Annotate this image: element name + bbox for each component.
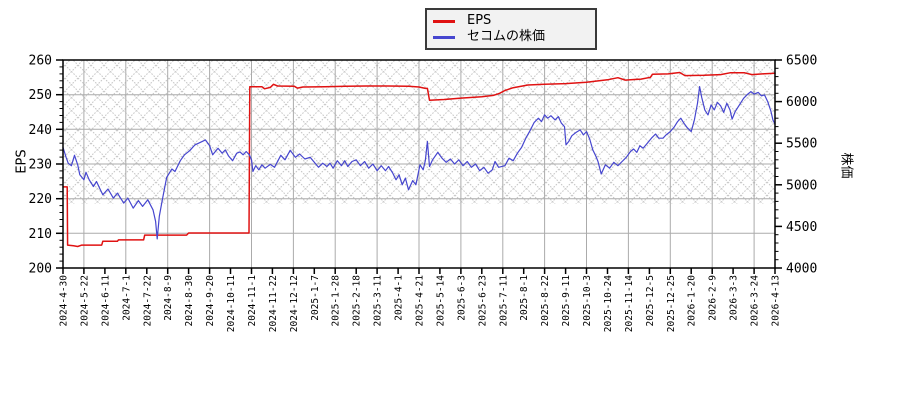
- x-tick-label: 2025-6-3: [456, 275, 467, 321]
- x-tick-label: 2024-7-22: [142, 275, 153, 326]
- left-tick-label: 240: [29, 123, 52, 138]
- left-tick-label: 230: [29, 158, 52, 173]
- x-tick-label: 2025-5-14: [435, 275, 446, 327]
- x-tick-label: 2025-11-14: [624, 275, 635, 332]
- left-tick-label: 210: [29, 227, 52, 242]
- left-tick-label: 250: [29, 88, 52, 103]
- x-tick-label: 2026-1-20: [687, 275, 698, 327]
- legend: EPS セコムの株価: [425, 8, 597, 50]
- x-tick-label: 2026-4-13: [771, 275, 782, 326]
- legend-label-stock: セコムの株価: [467, 29, 546, 44]
- left-tick-label: 220: [29, 192, 52, 207]
- left-tick-label: 260: [29, 54, 52, 69]
- x-tick-label: 2024-6-11: [100, 275, 111, 327]
- x-tick-label: 2026-3-3: [729, 275, 740, 321]
- right-tick-label: 5000: [786, 178, 817, 193]
- x-tick-label: 2025-7-11: [498, 275, 509, 327]
- x-tick-label: 2025-8-22: [540, 275, 551, 326]
- left-axis-title: EPS: [14, 149, 30, 174]
- x-tick-label: 2024-4-30: [59, 275, 70, 327]
- x-tick-label: 2024-12-12: [289, 275, 300, 332]
- x-tick-label: 2024-11-1: [247, 275, 258, 327]
- right-axis-title: 株価: [838, 152, 854, 179]
- x-tick-label: 2025-1-28: [331, 275, 342, 327]
- x-tick-label: 2025-4-1: [394, 275, 405, 321]
- x-tick-label: 2024-8-9: [163, 275, 174, 321]
- right-tick-label: 6500: [786, 54, 817, 69]
- series-stock-price: [62, 85, 776, 240]
- x-tick-label: 2024-7-1: [121, 275, 132, 321]
- right-tick-label: 5500: [786, 137, 817, 152]
- x-tick-label: 2025-12-5: [645, 275, 656, 326]
- x-tick-label: 2026-3-24: [750, 275, 761, 327]
- series-eps: [62, 71, 776, 248]
- x-tick-label: 2025-8-1: [519, 275, 530, 321]
- x-tick-label: 2025-9-11: [561, 275, 572, 327]
- x-tick-label: 2025-1-7: [310, 275, 321, 321]
- stock-line-sample: [433, 35, 455, 39]
- right-tick-label: 4500: [786, 220, 817, 235]
- x-tick-label: 2024-11-22: [268, 275, 279, 332]
- x-tick-label: 2025-10-24: [603, 275, 614, 332]
- legend-label-eps: EPS: [467, 13, 492, 28]
- plot-frame: [62, 59, 776, 269]
- x-tick-label: 2024-9-20: [205, 275, 216, 327]
- legend-item-stock: セコムの株価: [433, 29, 595, 45]
- right-tick-label: 4000: [786, 262, 817, 277]
- eps-line-sample: [433, 19, 455, 23]
- left-tick-label: 200: [29, 262, 52, 277]
- legend-item-eps: EPS: [433, 13, 595, 29]
- x-tick-label: 2025-2-18: [352, 275, 363, 327]
- x-tick-label: 2024-8-30: [184, 275, 195, 327]
- x-tick-label: 2025-3-11: [373, 275, 384, 327]
- x-tick-label: 2026-2-9: [708, 275, 719, 321]
- x-tick-label: 2025-10-3: [582, 275, 593, 326]
- right-tick-label: 6000: [786, 95, 817, 110]
- x-tick-label: 2024-10-11: [226, 275, 237, 332]
- x-tick-label: 2024-5-22: [79, 275, 90, 326]
- x-tick-label: 2025-12-25: [666, 275, 677, 332]
- x-tick-label: 2025-6-23: [477, 275, 488, 326]
- x-tick-label: 2025-4-21: [415, 275, 426, 327]
